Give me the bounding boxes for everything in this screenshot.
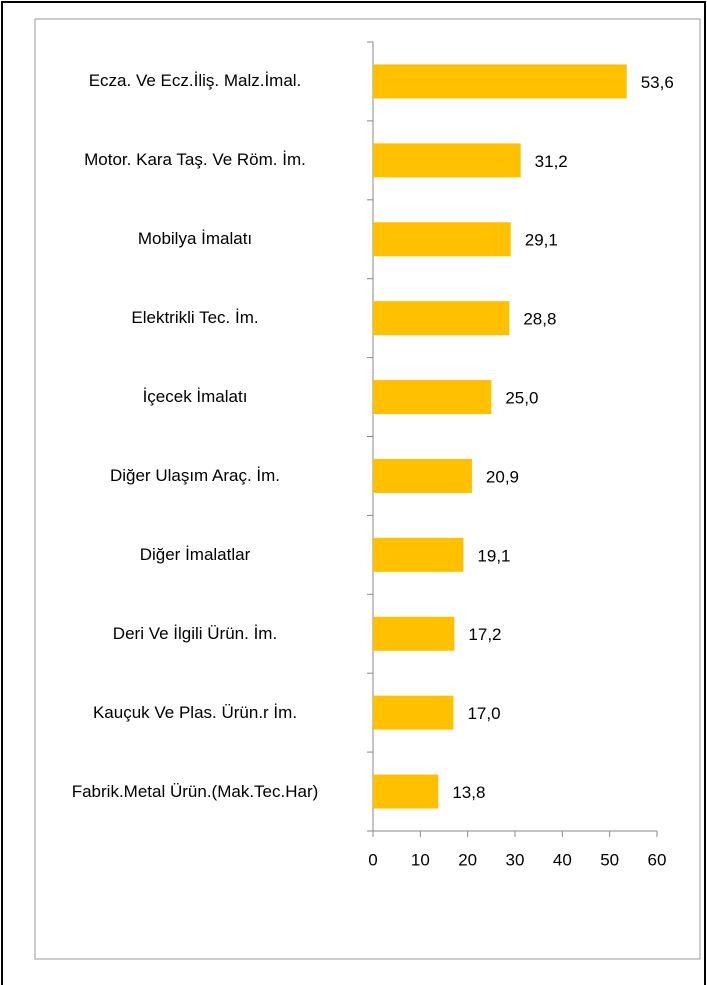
bar [373, 616, 455, 651]
bar [373, 380, 492, 415]
value-label: 25,0 [505, 389, 538, 408]
x-tick-label: 0 [368, 850, 377, 869]
x-tick-label: 30 [506, 850, 525, 869]
value-label: 31,2 [535, 152, 568, 171]
value-label: 19,1 [477, 546, 510, 565]
value-label: 29,1 [525, 231, 558, 250]
category-label: Ecza. Ve Ecz.İliş. Malz.İmal. [88, 71, 302, 91]
bar [373, 537, 464, 572]
bar [373, 222, 511, 257]
x-tick-label: 60 [648, 850, 667, 869]
plot-frame [34, 18, 701, 960]
x-tick-label: 20 [458, 850, 477, 869]
category-label: Deri Ve İlgili Ürün. İm. [112, 623, 278, 643]
bar [373, 695, 454, 730]
category-label: Elektrikli Tec. İm. [131, 308, 259, 328]
category-label: Kauçuk Ve Plas. Ürün.r İm. [92, 702, 298, 722]
bar [373, 774, 439, 809]
bar [373, 143, 521, 178]
value-label: 17,0 [467, 704, 500, 723]
value-label: 28,8 [523, 310, 556, 329]
bar [373, 301, 510, 336]
value-label: 20,9 [486, 467, 519, 486]
category-label: Diğer Ulaşım Araç. İm. [109, 465, 281, 485]
category-label: Diğer İmalatlar [139, 544, 251, 564]
x-tick-label: 50 [600, 850, 619, 869]
category-label: Motor. Kara Taş. Ve Röm. İm. [84, 150, 306, 170]
x-tick-label: 10 [411, 850, 430, 869]
bar [373, 64, 627, 99]
x-tick-label: 40 [553, 850, 572, 869]
category-label: Fabrik.Metal Ürün.(Mak.Tec.Har) [71, 781, 319, 801]
value-label: 17,2 [468, 625, 501, 644]
value-label: 13,8 [452, 783, 485, 802]
category-label: Mobilya İmalatı [137, 229, 253, 249]
value-label: 53,6 [641, 73, 674, 92]
bar [373, 458, 472, 493]
category-label: İçecek İmalatı [142, 387, 248, 407]
